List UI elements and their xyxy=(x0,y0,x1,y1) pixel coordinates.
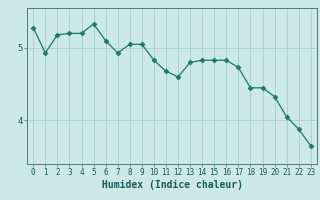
X-axis label: Humidex (Indice chaleur): Humidex (Indice chaleur) xyxy=(101,180,243,190)
